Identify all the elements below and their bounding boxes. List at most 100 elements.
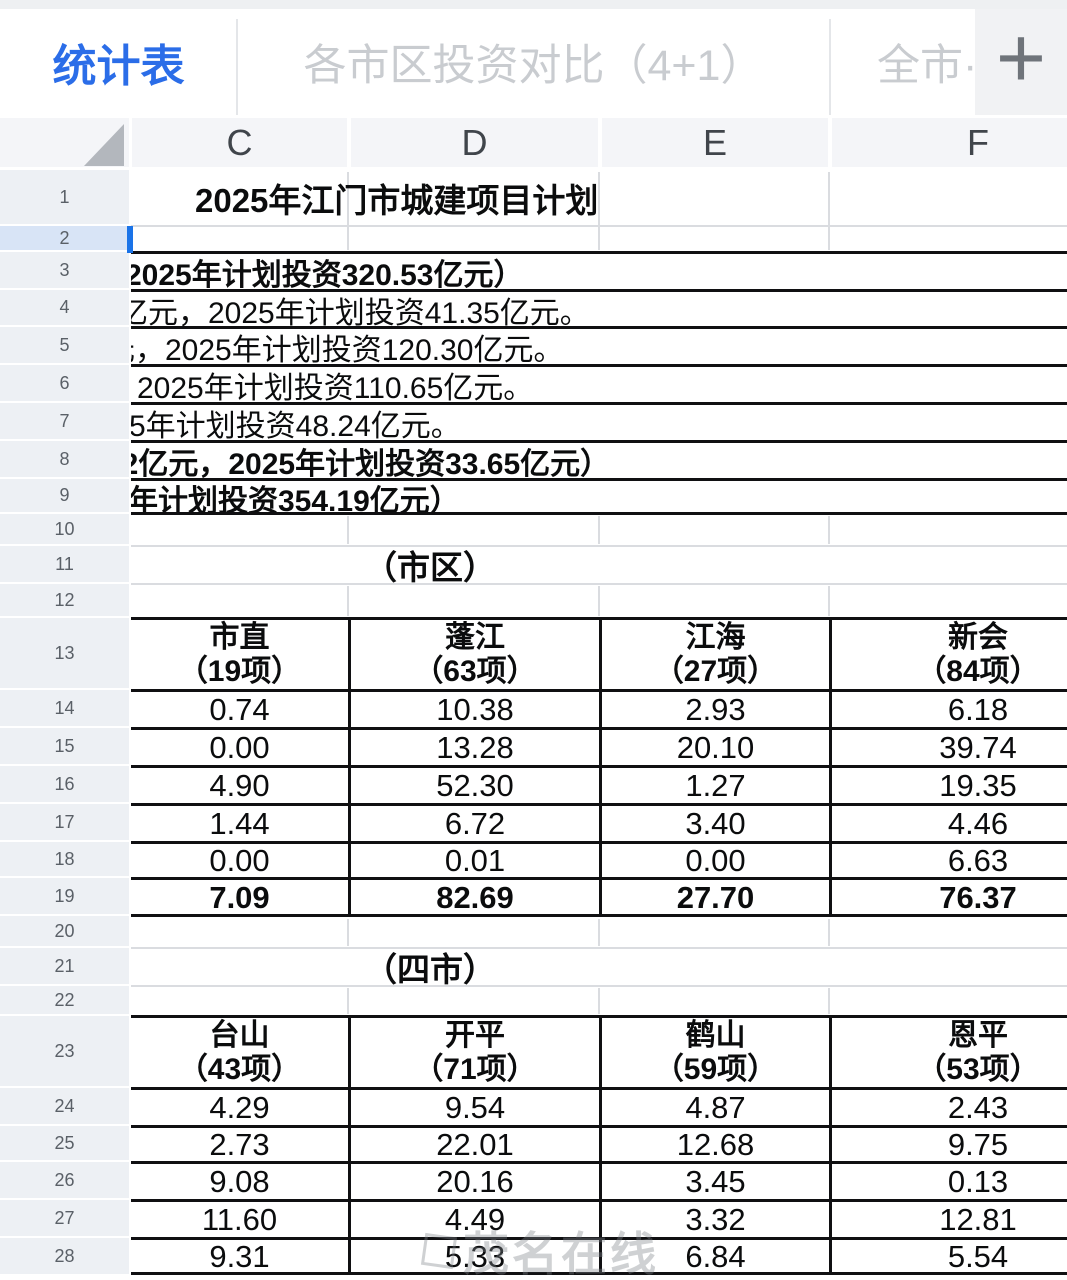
row-header[interactable]: 10 <box>0 514 129 546</box>
row-header[interactable]: 16 <box>0 766 129 804</box>
column-header-c[interactable]: C <box>132 118 347 167</box>
cell[interactable]: 6.84 <box>599 1239 829 1274</box>
row-header[interactable]: 27 <box>0 1200 129 1238</box>
add-sheet-button[interactable]: + <box>975 9 1067 115</box>
row-header[interactable]: 13 <box>0 618 129 690</box>
note-row-4[interactable]: 亿元，2025年计划投资41.35亿元。 <box>131 289 1067 327</box>
cell[interactable]: 2.93 <box>599 692 829 728</box>
column-header-d[interactable]: D <box>351 118 598 167</box>
sheet-title-cell[interactable]: 2025年江门市城建项目计划 <box>195 182 599 219</box>
column-header-f[interactable]: F <box>832 118 1067 167</box>
cell[interactable]: 76.37 <box>829 880 1067 916</box>
cell[interactable]: 市直 （19项） <box>177 621 302 688</box>
row-header[interactable]: 25 <box>0 1126 129 1162</box>
cell[interactable]: 1.44 <box>209 806 270 841</box>
cell[interactable]: 5.54 <box>829 1239 1067 1274</box>
cell[interactable]: 9.08 <box>209 1164 270 1199</box>
cell[interactable]: 9.31 <box>209 1239 270 1274</box>
cell[interactable]: 27.70 <box>599 880 829 916</box>
cell[interactable]: 2.43 <box>829 1090 1067 1126</box>
tab-district-comparison[interactable]: 各市区投资对比（4+1） <box>303 42 764 90</box>
cell[interactable]: 4.90 <box>209 768 270 803</box>
note-row-9[interactable]: 年计划投资354.19亿元） <box>131 478 1067 514</box>
row-header[interactable]: 9 <box>0 479 129 514</box>
cell[interactable]: 9.54 <box>348 1090 599 1126</box>
cell[interactable]: 3.40 <box>599 806 829 842</box>
row-header[interactable]: 26 <box>0 1162 129 1200</box>
cell[interactable]: 开平 （71项） <box>348 1018 599 1088</box>
cell[interactable]: 52.30 <box>348 768 599 804</box>
row-header[interactable]: 19 <box>0 878 129 916</box>
row-header[interactable]: 1 <box>0 170 129 226</box>
row-header[interactable]: 7 <box>0 403 129 441</box>
cell[interactable]: 4.29 <box>209 1090 270 1125</box>
cell[interactable]: 蓬江 （63项） <box>348 620 599 690</box>
cell[interactable]: 新会 （84项） <box>829 620 1067 690</box>
cell[interactable]: 4.49 <box>348 1202 599 1238</box>
note-row-5[interactable]: 元，2025年计划投资120.30亿元。 <box>131 326 1067 365</box>
row-header[interactable]: 18 <box>0 842 129 878</box>
cell[interactable]: 4.46 <box>829 806 1067 842</box>
row-header[interactable]: 28 <box>0 1238 129 1276</box>
cell[interactable]: 12.68 <box>599 1127 829 1162</box>
tab-statistics[interactable]: 统计表 <box>52 42 185 91</box>
row-header[interactable]: 17 <box>0 804 129 842</box>
row-header[interactable]: 24 <box>0 1088 129 1126</box>
row-header[interactable]: 2 <box>0 226 129 252</box>
cell[interactable]: 0.00 <box>599 843 829 878</box>
cell[interactable]: 0.01 <box>348 843 599 878</box>
row-header[interactable]: 6 <box>0 365 129 403</box>
section-label-four-cities[interactable]: （四市） <box>364 951 496 988</box>
row-header[interactable]: 11 <box>0 546 129 584</box>
row-header[interactable]: 8 <box>0 441 129 479</box>
cell[interactable]: 7.09 <box>209 880 270 915</box>
cell[interactable]: 恩平 （53项） <box>829 1018 1067 1088</box>
cell[interactable]: 5.33 <box>348 1239 599 1274</box>
row-header[interactable]: 20 <box>0 916 129 948</box>
row-header[interactable]: 4 <box>0 290 129 327</box>
cell[interactable]: 江海 （27项） <box>599 620 829 690</box>
cell[interactable]: 1.27 <box>599 768 829 804</box>
cell[interactable]: 0.00 <box>209 730 270 765</box>
select-all-button[interactable] <box>0 118 129 167</box>
row-header[interactable]: 23 <box>0 1016 129 1088</box>
row-header[interactable]: 14 <box>0 690 129 728</box>
cell[interactable]: 39.74 <box>829 730 1067 766</box>
cell[interactable]: 20.16 <box>348 1164 599 1200</box>
cell[interactable]: 10.38 <box>348 692 599 728</box>
cell[interactable]: 20.10 <box>599 730 829 766</box>
cell[interactable]: 3.32 <box>599 1202 829 1238</box>
note-row-8[interactable]: 52亿元，2025年计划投资33.65亿元） <box>131 440 1067 479</box>
cell[interactable]: 19.35 <box>829 768 1067 804</box>
tab-citywide[interactable]: 全市· <box>877 42 978 90</box>
row-header[interactable]: 15 <box>0 728 129 766</box>
cell[interactable]: 台山 （43项） <box>177 1019 302 1086</box>
cell[interactable]: 6.72 <box>348 806 599 842</box>
row-header[interactable]: 5 <box>0 327 129 365</box>
row-header[interactable]: 3 <box>0 252 129 290</box>
row-header[interactable]: 12 <box>0 584 129 618</box>
note-row-7[interactable]: 5年计划投资48.24亿元。 <box>131 402 1067 441</box>
row-header[interactable]: 22 <box>0 986 129 1016</box>
row-header[interactable]: 21 <box>0 948 129 986</box>
cell[interactable]: 6.18 <box>829 692 1067 728</box>
column-header-e[interactable]: E <box>602 118 828 167</box>
cell[interactable]: 6.63 <box>829 843 1067 878</box>
cell[interactable]: 0.00 <box>209 843 270 878</box>
cell[interactable]: 12.81 <box>829 1202 1067 1238</box>
section-label-urban[interactable]: （市区） <box>364 549 496 586</box>
cell[interactable]: 82.69 <box>348 880 599 916</box>
cell[interactable]: 13.28 <box>348 730 599 766</box>
cell[interactable]: 4.87 <box>599 1090 829 1126</box>
cell[interactable]: 3.45 <box>599 1164 829 1200</box>
note-row-3[interactable]: 2025年计划投资320.53亿元） <box>131 251 1067 290</box>
note-row-6[interactable]: ，2025年计划投资110.65亿元。 <box>131 364 1067 403</box>
cell[interactable]: 22.01 <box>348 1127 599 1162</box>
cell[interactable]: 0.13 <box>829 1164 1067 1200</box>
cell[interactable]: 2.73 <box>209 1127 270 1162</box>
cell[interactable]: 0.74 <box>209 692 270 727</box>
cell[interactable]: 鹤山 （59项） <box>599 1018 829 1088</box>
cell[interactable]: 11.60 <box>201 1202 278 1237</box>
cell-selection-edge[interactable] <box>127 226 133 253</box>
cell[interactable]: 9.75 <box>829 1127 1067 1162</box>
